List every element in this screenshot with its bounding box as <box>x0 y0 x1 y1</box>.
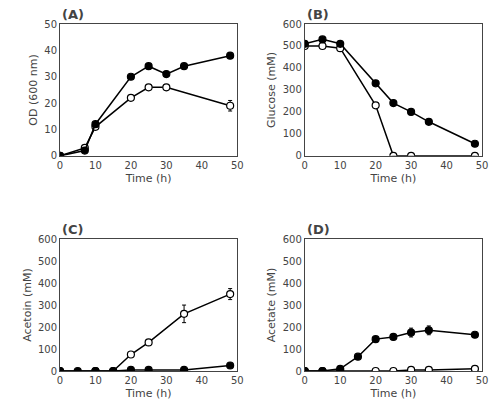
svg-text:300: 300 <box>283 300 302 311</box>
svg-text:0: 0 <box>302 375 308 386</box>
svg-text:200: 200 <box>283 106 302 117</box>
svg-text:10: 10 <box>334 160 347 171</box>
svg-text:600: 600 <box>38 234 57 245</box>
svg-text:Acetoin (mM): Acetoin (mM) <box>21 268 34 342</box>
svg-text:200: 200 <box>283 322 302 333</box>
svg-text:Time (h): Time (h) <box>125 172 172 185</box>
svg-text:20: 20 <box>125 375 138 386</box>
svg-text:400: 400 <box>283 62 302 73</box>
svg-text:30: 30 <box>160 375 173 386</box>
svg-text:50: 50 <box>231 375 244 386</box>
svg-text:500: 500 <box>283 256 302 267</box>
svg-text:500: 500 <box>283 40 302 51</box>
svg-text:20: 20 <box>369 160 382 171</box>
svg-text:40: 40 <box>195 160 208 171</box>
svg-text:0: 0 <box>51 150 57 161</box>
svg-text:300: 300 <box>283 84 302 95</box>
svg-text:OD (600 nm): OD (600 nm) <box>27 54 40 125</box>
svg-text:Time (h): Time (h) <box>125 387 172 400</box>
svg-text:20: 20 <box>44 98 57 109</box>
svg-text:600: 600 <box>283 234 302 245</box>
svg-text:100: 100 <box>283 344 302 355</box>
svg-text:(D): (D) <box>307 222 330 237</box>
svg-text:10: 10 <box>89 160 102 171</box>
svg-text:10: 10 <box>89 375 102 386</box>
svg-text:40: 40 <box>195 375 208 386</box>
svg-text:400: 400 <box>38 278 57 289</box>
svg-text:40: 40 <box>440 160 453 171</box>
svg-text:20: 20 <box>125 160 138 171</box>
svg-text:Glucose (mM): Glucose (mM) <box>265 52 278 128</box>
svg-text:30: 30 <box>160 160 173 171</box>
svg-text:40: 40 <box>440 375 453 386</box>
svg-text:(A): (A) <box>62 7 84 22</box>
svg-text:200: 200 <box>38 322 57 333</box>
svg-text:10: 10 <box>44 124 57 135</box>
svg-text:50: 50 <box>476 160 489 171</box>
svg-text:(B): (B) <box>307 7 329 22</box>
svg-text:Time (h): Time (h) <box>369 387 416 400</box>
svg-text:0: 0 <box>57 160 63 171</box>
svg-text:0: 0 <box>57 375 63 386</box>
svg-text:400: 400 <box>283 278 302 289</box>
svg-text:600: 600 <box>283 19 302 30</box>
svg-text:20: 20 <box>369 375 382 386</box>
svg-text:40: 40 <box>44 45 57 56</box>
svg-text:0: 0 <box>51 366 57 377</box>
svg-text:Acetate (mM): Acetate (mM) <box>265 268 278 343</box>
svg-text:0: 0 <box>295 366 301 377</box>
svg-text:Time (h): Time (h) <box>369 172 416 185</box>
svg-text:30: 30 <box>405 375 418 386</box>
svg-text:0: 0 <box>302 160 308 171</box>
svg-text:0: 0 <box>295 150 301 161</box>
svg-text:500: 500 <box>38 256 57 267</box>
svg-text:(C): (C) <box>62 222 83 237</box>
svg-text:30: 30 <box>405 160 418 171</box>
svg-text:100: 100 <box>283 128 302 139</box>
svg-text:30: 30 <box>44 71 57 82</box>
svg-text:300: 300 <box>38 300 57 311</box>
svg-text:50: 50 <box>44 19 57 30</box>
svg-text:50: 50 <box>231 160 244 171</box>
svg-text:50: 50 <box>476 375 489 386</box>
svg-text:100: 100 <box>38 344 57 355</box>
svg-text:10: 10 <box>334 375 347 386</box>
